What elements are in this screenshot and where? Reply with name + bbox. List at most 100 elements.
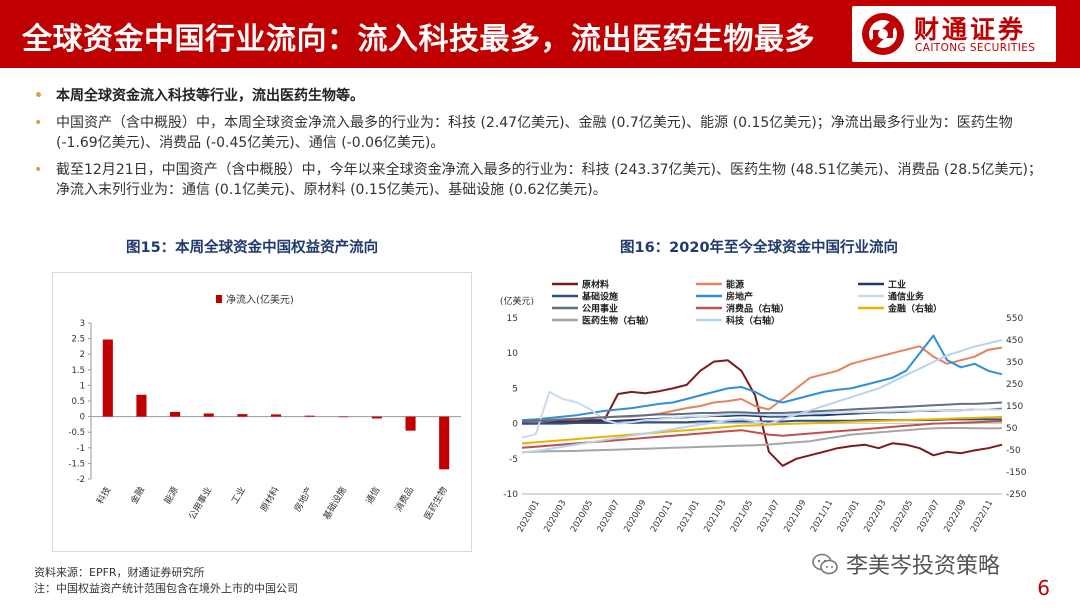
chart-title-fig16: 图16：2020年至今全球资金中国行业流向 (620, 240, 899, 256)
brand-logo: 财通证券 CAITONG SECURITIES (852, 6, 1056, 62)
bullet-item: • 中国资产（含中概股）中，本周全球资金净流入最多的行业为：科技 (2.47亿美… (34, 113, 1054, 153)
y-right-tick-label: -150 (1006, 468, 1027, 478)
legend-label: 能源 (726, 279, 744, 291)
bar-工业 (237, 414, 248, 417)
x-tick-label: 2020/03 (542, 499, 568, 535)
x-tick-label: 2021/09 (782, 499, 808, 535)
bar-医药生物 (439, 416, 450, 470)
legend-label: 净流入(亿美元) (226, 293, 294, 306)
bar-房地产 (304, 415, 315, 417)
legend-label: 原材料 (582, 279, 609, 291)
x-tick-label: 2022/01 (836, 499, 862, 535)
x-tick-label: 基础设施 (320, 485, 348, 522)
bullet-dot-icon: • (34, 88, 43, 104)
y-tick-label: 1 (80, 381, 85, 391)
x-tick-label: 公用事业 (186, 485, 214, 522)
x-tick-label: 工业 (229, 485, 248, 506)
bar-chart-panel: 净流入(亿美元) 3 2.5 2 1.5 1 0.5 0 -0.5 -1 -1.5 -2 科技 金融 能源公… (52, 272, 472, 552)
y-right-tick-label: -250 (1006, 490, 1027, 500)
legend-swatch (216, 295, 222, 303)
legend-label: 消费品（右轴） (726, 303, 789, 315)
bar-chart: 净流入(亿美元) 3 2.5 2 1.5 1 0.5 0 -0.5 -1 -1.5 -2 科技 金融 能源公… (68, 293, 461, 522)
bar-公用事业 (203, 413, 214, 417)
y-right-tick-label: 250 (1006, 380, 1023, 390)
legend-label: 工业 (888, 279, 906, 291)
legend-label: 金融（右轴） (887, 303, 942, 315)
page-number: 6 (1037, 576, 1050, 600)
y-tick-label: -1.5 (68, 459, 85, 469)
x-tick-label: 通信 (363, 485, 382, 507)
x-tick-label: 2022/03 (862, 499, 888, 535)
x-tick-label: 金融 (128, 485, 147, 507)
y-tick-label: 0.5 (71, 397, 85, 407)
bullet-item: • 截至12月21日，中国资产（含中概股）中，今年以来全球资金净流入最多的行业为… (34, 160, 1054, 200)
bullet-text: 本周全球资金流入科技等行业，流出医药生物等。 (56, 88, 364, 104)
footer-source: 资料来源：EPFR，财通证券研究所 (34, 566, 205, 579)
y-left-tick-label: 15 (507, 314, 518, 324)
x-tick-label: 2020/09 (622, 499, 648, 535)
y-right-tick-label: 450 (1006, 336, 1023, 346)
line-chart-panel: (亿美元) 15 10 5 0 -5 -10 550 450 350 250 150 50 -50 -150… (494, 272, 1028, 548)
x-tick-label: 2022/07 (916, 499, 942, 535)
caitong-logo-icon (862, 13, 904, 55)
watermark-text: 李美岑投资策略 (846, 554, 1001, 579)
y-tick-label: -1 (77, 444, 85, 454)
y-tick-label: 2 (80, 350, 85, 360)
bar-能源 (170, 411, 181, 417)
x-tick-label: 医药生物 (421, 485, 449, 522)
x-tick-label: 2021/07 (756, 499, 782, 535)
y-left-tick-label: -5 (509, 455, 518, 465)
x-tick-label: 科技 (94, 485, 113, 507)
legend-label: 基础设施 (581, 291, 618, 303)
bullet-text: 截至12月21日，中国资产（含中概股）中，今年以来全球资金净流入最多的行业为：科… (56, 162, 1042, 198)
x-tick-label: 消费品 (392, 485, 416, 514)
y-tick-label: 2.5 (71, 335, 85, 345)
logo-text-cn: 财通证券 (914, 15, 1027, 44)
x-tick-label: 2022/05 (889, 499, 915, 535)
x-tick-label: 2021/05 (729, 499, 755, 535)
legend-label: 房地产 (726, 291, 753, 303)
watermark: 李美岑投资策略 (812, 548, 1000, 580)
x-tick-label: 2021/03 (702, 499, 728, 535)
legend-label: 医药生物（右轴） (582, 315, 654, 327)
series-line-金融（右轴） (521, 416, 1003, 445)
y-right-tick-label: 550 (1006, 314, 1023, 324)
bar-消费品 (405, 416, 416, 431)
wechat-icon (812, 553, 838, 575)
x-tick-label: 2022/11 (969, 498, 995, 534)
y-left-tick-label: 0 (512, 420, 518, 430)
bullet-item: • 本周全球资金流入科技等行业，流出医药生物等。 (34, 86, 1054, 106)
x-tick-label: 2020/11 (649, 499, 675, 535)
legend-label: 通信业务 (888, 291, 925, 303)
bar-科技 (102, 339, 113, 417)
bar-基础设施 (338, 416, 349, 418)
bullet-text: 中国资产（含中概股）中，本周全球资金净流入最多的行业为：科技 (2.47亿美元)… (56, 115, 1013, 151)
x-tick-label: 原材料 (258, 485, 282, 514)
x-tick-label: 2020/01 (516, 499, 542, 535)
y-left-tick-label: 5 (512, 384, 518, 394)
x-tick-label: 2021/11 (809, 499, 835, 535)
chart-title-fig15: 图15：本周全球资金中国权益资产流向 (126, 240, 379, 256)
series-line-医药生物（右轴） (521, 427, 1003, 454)
x-tick-label: 能源 (161, 485, 180, 507)
line-chart: (亿美元)151050-5-1055045035025015050-50-150… (500, 279, 1027, 535)
y-right-tick-label: 50 (1006, 424, 1018, 434)
series-line-原材料 (522, 359, 1003, 467)
page-title: 全球资金中国行业流向：流入科技最多，流出医药生物最多 (22, 22, 815, 57)
y-tick-label: 3 (80, 319, 85, 329)
y-right-tick-label: 350 (1006, 358, 1023, 368)
legend-label: 公用事业 (582, 303, 618, 315)
y-right-tick-label: -50 (1006, 446, 1021, 456)
y-tick-label: -0.5 (68, 428, 85, 438)
x-tick-label: 2020/07 (596, 499, 622, 535)
x-tick-label: 2021/01 (676, 499, 702, 535)
y-tick-label: 1.5 (71, 366, 85, 376)
y-right-tick-label: 150 (1006, 402, 1023, 412)
x-tick-label: 房地产 (291, 485, 315, 514)
bar-通信 (371, 416, 382, 419)
bar-原材料 (270, 414, 282, 417)
y-left-tick-label: 10 (507, 349, 519, 359)
series-line-科技（右轴） (521, 339, 1003, 454)
x-tick-label: 2022/09 (942, 499, 968, 535)
series-line-通信业务 (521, 390, 1002, 439)
